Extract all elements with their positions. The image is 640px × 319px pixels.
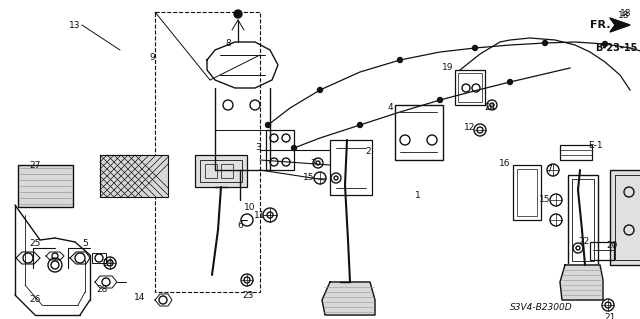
Bar <box>517 169 537 216</box>
Bar <box>610 170 640 265</box>
Text: S3V4-B2300D: S3V4-B2300D <box>510 303 573 313</box>
Text: 18: 18 <box>620 10 632 19</box>
Text: 5: 5 <box>82 240 88 249</box>
Text: B-23-15: B-23-15 <box>595 43 637 53</box>
Circle shape <box>508 79 513 85</box>
Bar <box>92 253 106 263</box>
Text: 26: 26 <box>29 295 41 305</box>
Text: 24: 24 <box>484 103 495 113</box>
Text: 16: 16 <box>499 159 511 167</box>
Circle shape <box>291 145 296 151</box>
Text: E-1: E-1 <box>588 140 602 150</box>
Circle shape <box>397 57 403 63</box>
Text: 29: 29 <box>102 258 114 268</box>
Text: 19: 19 <box>442 63 454 72</box>
Circle shape <box>317 87 323 93</box>
Bar <box>455 70 485 105</box>
Text: 28: 28 <box>96 286 108 294</box>
Text: 12: 12 <box>464 123 476 132</box>
Polygon shape <box>322 282 375 315</box>
Text: 8: 8 <box>225 39 231 48</box>
Text: 23: 23 <box>243 291 253 300</box>
Text: 6: 6 <box>237 220 243 229</box>
Bar <box>568 175 598 265</box>
Text: 1: 1 <box>415 191 421 201</box>
Circle shape <box>358 122 362 128</box>
Text: 2: 2 <box>365 147 371 157</box>
Circle shape <box>266 122 271 128</box>
Text: FR.: FR. <box>590 20 611 30</box>
Bar <box>221 164 233 178</box>
Bar <box>513 165 541 220</box>
Circle shape <box>472 46 477 50</box>
Bar <box>200 160 242 182</box>
Text: 13: 13 <box>69 20 81 29</box>
Circle shape <box>602 41 607 47</box>
Text: 25: 25 <box>29 240 41 249</box>
Text: 7: 7 <box>546 166 552 174</box>
Circle shape <box>438 98 442 102</box>
Text: 4: 4 <box>387 103 393 113</box>
Polygon shape <box>560 265 603 300</box>
Text: 20: 20 <box>606 241 618 249</box>
Text: 15: 15 <box>303 174 315 182</box>
Text: 3: 3 <box>255 144 261 152</box>
Text: 22: 22 <box>579 238 589 247</box>
Bar <box>195 155 247 187</box>
Text: 18: 18 <box>618 11 630 19</box>
Bar <box>615 175 640 260</box>
Polygon shape <box>610 18 630 32</box>
Circle shape <box>234 10 242 18</box>
Bar <box>458 73 482 102</box>
Text: 14: 14 <box>134 293 146 302</box>
Text: 21: 21 <box>604 314 616 319</box>
Bar <box>266 130 294 170</box>
Bar <box>155 12 260 292</box>
Bar <box>18 165 73 207</box>
Bar <box>572 179 594 261</box>
Bar <box>590 242 614 260</box>
Text: 7: 7 <box>310 159 316 167</box>
Bar <box>330 140 372 195</box>
Bar <box>395 105 443 160</box>
Text: 10: 10 <box>244 204 256 212</box>
Bar <box>560 145 592 160</box>
Text: 11: 11 <box>254 211 266 219</box>
Bar <box>205 164 217 178</box>
Circle shape <box>543 41 547 46</box>
Text: 27: 27 <box>29 160 41 169</box>
Text: 15: 15 <box>540 196 551 204</box>
Text: 9: 9 <box>149 53 155 62</box>
Bar <box>100 155 168 197</box>
